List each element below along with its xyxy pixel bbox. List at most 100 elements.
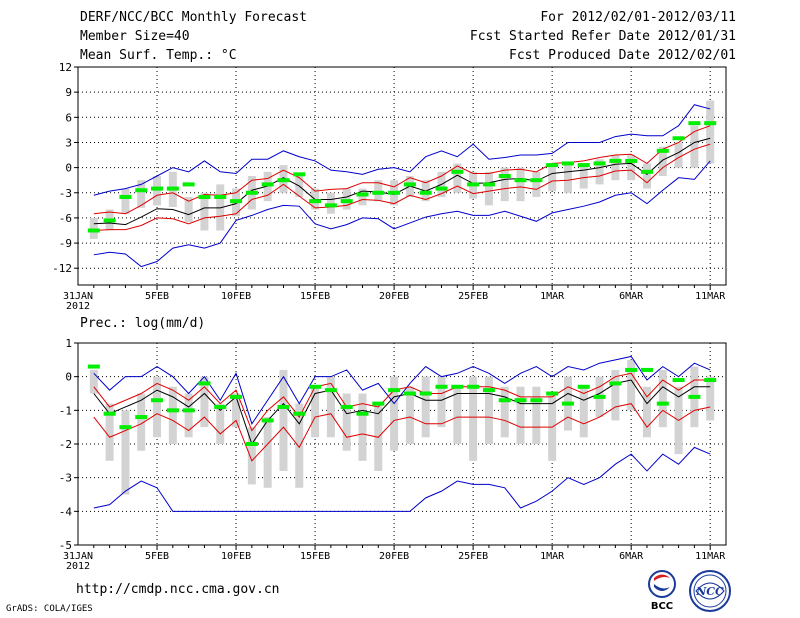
spread-box xyxy=(247,427,256,485)
median-marker xyxy=(87,228,100,233)
median-marker xyxy=(419,190,432,195)
grads-credit: GrADS: COLA/IGES xyxy=(6,604,93,614)
spread-box xyxy=(342,393,351,451)
median-marker xyxy=(640,367,653,372)
max-line xyxy=(93,355,711,425)
y-tick-label: 0 xyxy=(65,371,72,384)
spread-box xyxy=(184,196,193,223)
median-marker xyxy=(151,186,164,191)
spread-box xyxy=(500,386,509,438)
spread-box xyxy=(627,359,636,411)
x-tick-label: 20FEB xyxy=(379,291,409,302)
spread-box xyxy=(658,369,667,428)
spread-box xyxy=(390,376,399,451)
median-marker xyxy=(482,388,495,393)
median-marker xyxy=(340,404,353,409)
median-marker xyxy=(230,394,243,399)
median-marker xyxy=(451,169,464,174)
median-marker xyxy=(656,401,669,406)
median-marker xyxy=(561,161,574,166)
median-marker xyxy=(403,182,416,187)
median-marker xyxy=(87,364,100,369)
spread-box xyxy=(263,417,272,488)
spread-box xyxy=(611,369,620,421)
spread-box xyxy=(658,146,667,176)
median-marker xyxy=(498,174,511,178)
median-marker xyxy=(166,408,179,413)
median-marker xyxy=(309,384,322,389)
median-marker xyxy=(340,199,353,204)
spread-box xyxy=(595,159,604,185)
median-marker xyxy=(214,404,227,409)
spread-box xyxy=(121,410,130,495)
median-marker xyxy=(514,398,527,403)
median-marker xyxy=(151,398,164,403)
median-marker xyxy=(388,388,401,393)
median-marker xyxy=(261,418,274,423)
median-marker xyxy=(261,182,274,187)
spread-box xyxy=(200,376,209,428)
spread-box xyxy=(579,165,588,189)
median-marker xyxy=(482,182,495,187)
median-marker xyxy=(625,367,638,372)
median-marker xyxy=(230,199,243,204)
median-marker xyxy=(656,148,669,153)
spread-box xyxy=(469,376,478,461)
spread-box xyxy=(137,393,146,451)
median-marker xyxy=(245,442,258,446)
median-marker xyxy=(103,218,116,223)
median-marker xyxy=(309,199,322,204)
x-tick-label: 15FEB xyxy=(300,291,330,302)
y-tick-label: -12 xyxy=(52,262,72,275)
x-tick-label: 1MAR xyxy=(540,551,565,562)
median-marker xyxy=(182,408,195,413)
median-marker xyxy=(704,378,717,383)
spread-box xyxy=(516,386,525,444)
median-marker xyxy=(561,401,574,406)
x-tick-label: 11MAR xyxy=(695,551,726,562)
spread-box xyxy=(279,369,288,471)
spread-box xyxy=(453,386,462,444)
x-tick-label: 25FEB xyxy=(458,551,488,562)
min-line xyxy=(93,160,711,268)
mean-line xyxy=(93,137,711,226)
spread-box xyxy=(326,192,335,214)
mean-plus-sd-line xyxy=(93,372,711,432)
median-marker xyxy=(419,391,432,396)
y-tick-label: -9 xyxy=(59,237,72,250)
median-marker xyxy=(609,381,622,386)
y-tick-label: -4 xyxy=(59,505,73,518)
spread-box xyxy=(342,188,351,210)
median-marker xyxy=(293,172,306,177)
y-tick-label: -5 xyxy=(59,539,72,552)
spread-box xyxy=(611,155,620,181)
median-marker xyxy=(467,182,480,187)
median-marker xyxy=(103,411,116,416)
median-marker xyxy=(324,388,337,393)
mean-line xyxy=(93,379,711,446)
median-marker xyxy=(388,190,401,195)
median-marker xyxy=(214,194,227,199)
min-line xyxy=(93,446,711,512)
x-tick-label: 25FEB xyxy=(458,291,488,302)
median-marker xyxy=(593,394,606,399)
spread-box xyxy=(453,163,462,193)
spread-box xyxy=(532,171,541,197)
spread-box xyxy=(358,188,367,206)
spread-box xyxy=(105,403,114,461)
x-tick-label: 6MAR xyxy=(619,291,644,302)
spread-box xyxy=(216,403,225,444)
fcst-produced-date: Fcst Produced Date 2012/02/01 xyxy=(509,48,736,63)
median-marker xyxy=(277,404,290,409)
median-marker xyxy=(530,178,543,183)
median-marker xyxy=(135,415,148,420)
chart-title: DERF/NCC/BCC Monthly Forecast xyxy=(80,10,307,25)
median-marker xyxy=(356,192,369,197)
max-line xyxy=(93,104,711,196)
y-tick-label: 9 xyxy=(65,86,72,99)
median-marker xyxy=(372,401,385,406)
y-tick-label: 0 xyxy=(65,162,72,175)
spread-box xyxy=(405,386,414,444)
median-marker xyxy=(640,169,653,174)
